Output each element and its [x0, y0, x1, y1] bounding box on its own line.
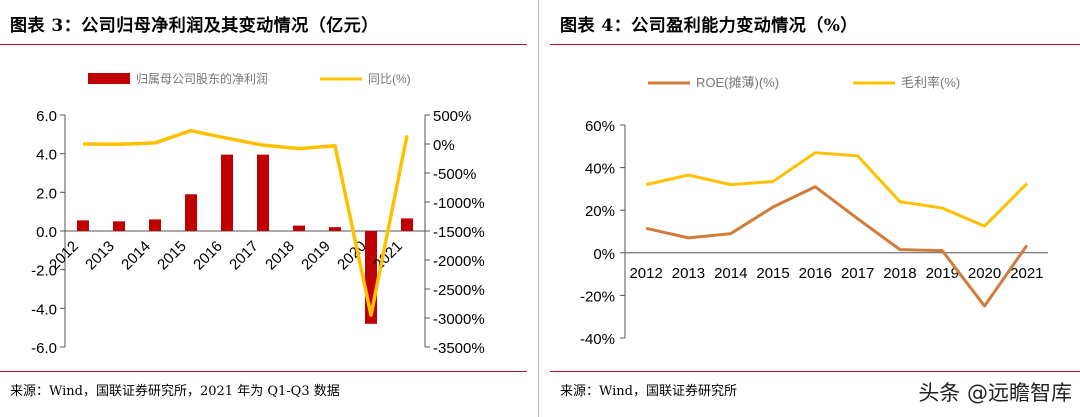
- net-profit-bar: [401, 218, 413, 231]
- y-left-tick-label: 4.0: [36, 147, 57, 164]
- y-left-tick-label: 0.0: [36, 224, 57, 241]
- y-right-tick-label: -3500%: [433, 340, 485, 357]
- right-source-rule: [550, 371, 1080, 372]
- right-chart-source: 来源：Wind，国联证券研究所: [560, 384, 737, 399]
- y-right-tick-label: -2000%: [433, 253, 485, 270]
- x-tick-label: 2012: [46, 238, 82, 274]
- x-tick-label: 2015: [154, 238, 190, 274]
- right-chart-title: 图表 4：公司盈利能力变动情况（%）: [560, 16, 858, 36]
- legend-label-gross-margin: 毛利率(%): [901, 75, 960, 90]
- net-profit-bar: [113, 221, 125, 231]
- legend-label-roe: ROE(摊薄)(%): [696, 75, 779, 90]
- left-chart-source: 来源：Wind，国联证券研究所，2021 年为 Q1-Q3 数据: [10, 384, 340, 399]
- y-right-tick-label: -1500%: [433, 224, 485, 241]
- y-left-tick-label: 6.0: [36, 108, 57, 125]
- profitability-chart: ROE(摊薄)(%) 毛利率(%) 60% 40% 20% 0% -20% -40% 2012 2…: [580, 75, 1048, 348]
- net-profit-bar: [221, 154, 233, 231]
- x-tick-label: 2021: [1010, 265, 1043, 282]
- y-tick-label: 60%: [585, 118, 615, 135]
- x-tick-label: 2018: [262, 238, 298, 274]
- y-right-tick-label: -1000%: [433, 195, 485, 212]
- net-profit-chart: 归属母公司股东的净利润 同比(%) 6.0 4.0 2.0 0.0 -2.0 -4.0 -6.0…: [31, 71, 485, 357]
- watermark: 头条 @远瞻智库: [918, 381, 1072, 405]
- y-left-tick-label: -2.0: [31, 263, 57, 280]
- y-right-tick-label: 500%: [433, 108, 471, 125]
- net-profit-bar: [149, 219, 161, 231]
- y-tick-label: 40%: [585, 161, 615, 178]
- gross-margin-line: [645, 151, 1028, 228]
- x-tick-label: 2017: [226, 238, 262, 274]
- x-tick-label: 2017: [841, 265, 874, 282]
- x-tick-label: 2016: [799, 265, 832, 282]
- yoy-line: [82, 128, 409, 317]
- panel-divider: [538, 0, 539, 417]
- x-tick-label: 2020: [968, 265, 1001, 282]
- legend-swatch-net-profit: [88, 73, 130, 84]
- x-tick-label: 2019: [926, 265, 959, 282]
- y-right-tick-label: -500%: [433, 166, 476, 183]
- x-tick-label: 2014: [118, 238, 154, 274]
- x-tick-label: 2012: [629, 265, 662, 282]
- y-left-tick-label: -6.0: [31, 340, 57, 357]
- y-left-tick-label: -4.0: [31, 301, 57, 318]
- x-tick-label: 2016: [190, 238, 226, 274]
- y-right-tick-label: 0%: [433, 137, 455, 154]
- net-profit-bar: [185, 194, 197, 231]
- left-source-rule: [0, 371, 527, 372]
- right-chart-panel: 图表 4：公司盈利能力变动情况（%） ROE(摊薄)(%) 毛利率(%) 60% 40…: [550, 0, 1080, 417]
- y-right-tick-label: -3000%: [433, 311, 485, 328]
- x-tick-label: 2013: [82, 238, 118, 274]
- net-profit-bar: [77, 220, 89, 231]
- legend-label-net-profit: 归属母公司股东的净利润: [136, 71, 268, 86]
- y-tick-label: -40%: [580, 331, 615, 348]
- net-profit-bar: [329, 227, 341, 231]
- x-tick-label: 2020: [334, 238, 370, 274]
- y-right-tick-label: -2500%: [433, 282, 485, 299]
- y-tick-label: 20%: [585, 203, 615, 220]
- net-profit-bar: [293, 225, 305, 231]
- x-tick-label: 2018: [883, 265, 916, 282]
- y-tick-label: 0%: [593, 246, 615, 263]
- y-left-tick-label: 2.0: [36, 185, 57, 202]
- roe-line: [645, 185, 1029, 308]
- y-tick-label: -20%: [580, 288, 615, 305]
- legend-label-yoy: 同比(%): [368, 72, 411, 86]
- right-title-rule: [550, 44, 1080, 45]
- left-title-rule: [0, 44, 527, 45]
- x-tick-label: 2015: [756, 265, 789, 282]
- x-tick-label: 2013: [672, 265, 705, 282]
- x-tick-label: 2019: [298, 238, 334, 274]
- net-profit-bar: [257, 154, 269, 231]
- left-chart-title: 图表 3：公司归母净利润及其变动情况（亿元）: [10, 16, 379, 36]
- left-chart-panel: 图表 3：公司归母净利润及其变动情况（亿元） 归属母公司股东的净利润 同比(%) 6…: [0, 0, 527, 417]
- x-tick-label: 2014: [714, 265, 747, 282]
